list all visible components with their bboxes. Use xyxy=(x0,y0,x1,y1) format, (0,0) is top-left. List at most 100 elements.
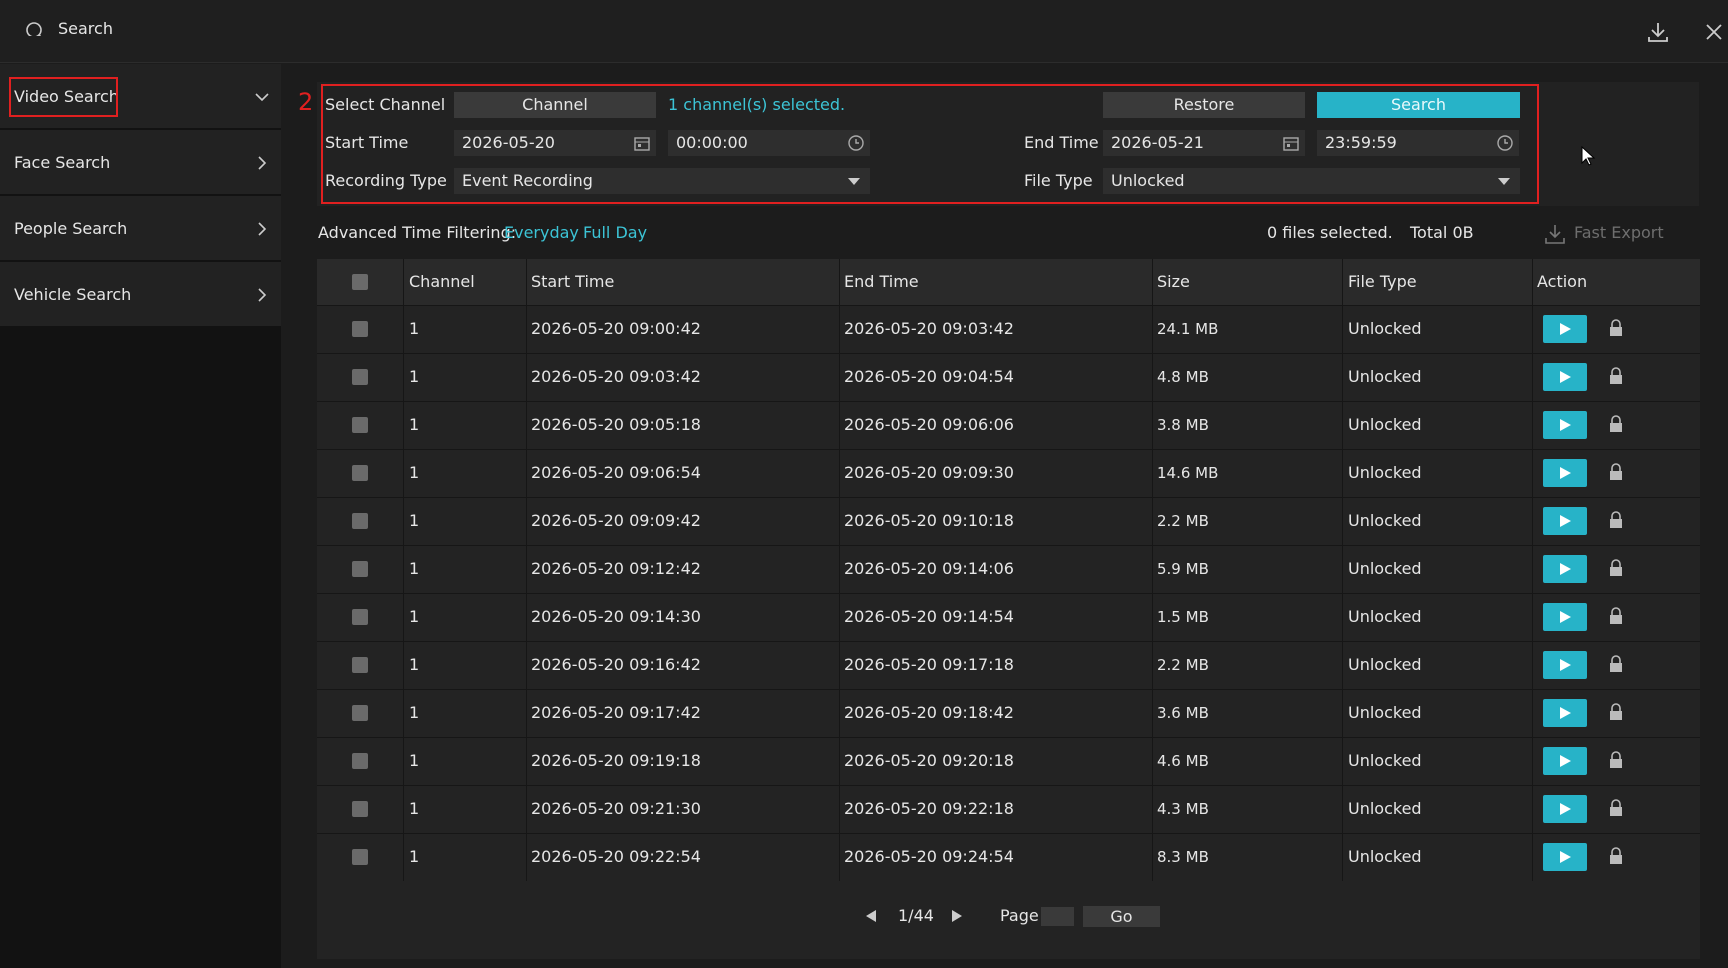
sidebar-item[interactable] xyxy=(0,196,281,261)
checkbox[interactable] xyxy=(352,561,368,577)
dropdown-arrow xyxy=(848,178,860,185)
play-button[interactable] xyxy=(1543,651,1587,679)
checkbox[interactable] xyxy=(352,369,368,385)
cell: 1 xyxy=(409,847,420,866)
lock-button[interactable] xyxy=(1609,655,1623,673)
next-page[interactable] xyxy=(952,910,962,922)
cell: Unlocked xyxy=(1348,703,1422,722)
clock-icon xyxy=(848,135,864,151)
table-row xyxy=(317,353,1700,401)
date-field[interactable]: 2026-05-20 xyxy=(454,130,656,156)
column-separator xyxy=(1342,259,1343,881)
cell: 2026-05-20 09:05:18 xyxy=(531,415,701,434)
cell: 1 xyxy=(409,607,420,626)
lock-button[interactable] xyxy=(1609,847,1623,865)
lock-button[interactable] xyxy=(1609,367,1623,385)
chevron xyxy=(255,93,269,102)
cell: 2026-05-20 09:14:06 xyxy=(844,559,1014,578)
advanced-fullday[interactable]: Full Day xyxy=(583,223,648,242)
cell: Unlocked xyxy=(1348,751,1422,770)
date-field[interactable]: 2026-05-21 xyxy=(1103,130,1305,156)
advanced-everyday[interactable]: Everyday xyxy=(504,223,579,242)
cell: 1 xyxy=(409,463,420,482)
search-button[interactable]: Search xyxy=(1317,92,1520,118)
search-icon xyxy=(26,22,42,36)
lock-button[interactable] xyxy=(1609,319,1623,337)
time-field[interactable]: 00:00:00 xyxy=(668,130,870,156)
sidebar-label: Video Search xyxy=(14,87,119,106)
cell: 2026-05-20 09:00:42 xyxy=(531,319,701,338)
calendar-icon xyxy=(1283,137,1299,151)
checkbox[interactable] xyxy=(352,274,368,290)
sidebar-item[interactable] xyxy=(0,64,281,129)
dropdown[interactable]: Unlocked xyxy=(1103,168,1520,194)
checkbox[interactable] xyxy=(352,513,368,529)
play-button[interactable] xyxy=(1543,555,1587,583)
cell: Unlocked xyxy=(1348,511,1422,530)
cell: 1 xyxy=(409,703,420,722)
mouse-cursor xyxy=(1581,146,1596,166)
cell: 2026-05-20 09:06:54 xyxy=(531,463,701,482)
lock-button[interactable] xyxy=(1609,511,1623,529)
cell: 2026-05-20 09:14:54 xyxy=(844,607,1014,626)
column-separator xyxy=(1532,259,1533,881)
fast-export[interactable]: Fast Export xyxy=(1574,223,1664,242)
lock-button[interactable] xyxy=(1609,607,1623,625)
table-header xyxy=(317,259,1700,305)
lock-button[interactable] xyxy=(1609,703,1623,721)
lock-button[interactable] xyxy=(1609,415,1623,433)
page-input[interactable] xyxy=(1041,907,1074,926)
cell: 2026-05-20 09:22:18 xyxy=(844,799,1014,818)
checkbox[interactable] xyxy=(352,417,368,433)
checkbox[interactable] xyxy=(352,753,368,769)
play-button[interactable] xyxy=(1543,411,1587,439)
cell: Unlocked xyxy=(1348,463,1422,482)
cell: 2026-05-20 09:18:42 xyxy=(844,703,1014,722)
checkbox[interactable] xyxy=(352,849,368,865)
play-button[interactable] xyxy=(1543,363,1587,391)
chevron xyxy=(258,156,267,170)
lock-button[interactable] xyxy=(1609,799,1623,817)
cell: 2026-05-20 09:21:30 xyxy=(531,799,701,818)
channel-button[interactable]: Channel xyxy=(454,92,656,118)
sidebar-item[interactable] xyxy=(0,130,281,195)
checkbox[interactable] xyxy=(352,705,368,721)
play-button[interactable] xyxy=(1543,459,1587,487)
column-header: Action xyxy=(1537,272,1588,291)
play-button[interactable] xyxy=(1543,747,1587,775)
time-field[interactable]: 23:59:59 xyxy=(1317,130,1519,156)
checkbox[interactable] xyxy=(352,321,368,337)
lock-button[interactable] xyxy=(1609,751,1623,769)
column-header: Channel xyxy=(409,272,475,291)
lock-button[interactable] xyxy=(1609,463,1623,481)
column-separator xyxy=(526,259,527,881)
column-separator xyxy=(839,259,840,881)
play-button[interactable] xyxy=(1543,795,1587,823)
cell: 1 xyxy=(409,415,420,434)
cell: 1 xyxy=(409,511,420,530)
checkbox[interactable] xyxy=(352,657,368,673)
cell: Unlocked xyxy=(1348,415,1422,434)
filter-highlight xyxy=(321,84,1539,204)
checkbox[interactable] xyxy=(352,465,368,481)
dropdown[interactable]: Event Recording xyxy=(454,168,870,194)
download-button[interactable] xyxy=(1646,20,1670,44)
label: Select Channel xyxy=(325,95,446,114)
play-button[interactable] xyxy=(1543,315,1587,343)
page-label: Page xyxy=(1000,906,1039,925)
sidebar-item[interactable] xyxy=(0,262,281,327)
cell: Unlocked xyxy=(1348,799,1422,818)
play-button[interactable] xyxy=(1543,603,1587,631)
play-button[interactable] xyxy=(1543,507,1587,535)
play-button[interactable] xyxy=(1543,843,1587,871)
cell: 2.2 MB xyxy=(1157,512,1209,530)
sidebar-label: Face Search xyxy=(14,153,111,172)
go-button[interactable]: Go xyxy=(1083,906,1160,927)
restore-button[interactable]: Restore xyxy=(1103,92,1305,118)
checkbox[interactable] xyxy=(352,609,368,625)
close-button[interactable] xyxy=(1704,22,1724,42)
play-button[interactable] xyxy=(1543,699,1587,727)
prev-page[interactable] xyxy=(866,910,876,922)
lock-button[interactable] xyxy=(1609,559,1623,577)
checkbox[interactable] xyxy=(352,801,368,817)
